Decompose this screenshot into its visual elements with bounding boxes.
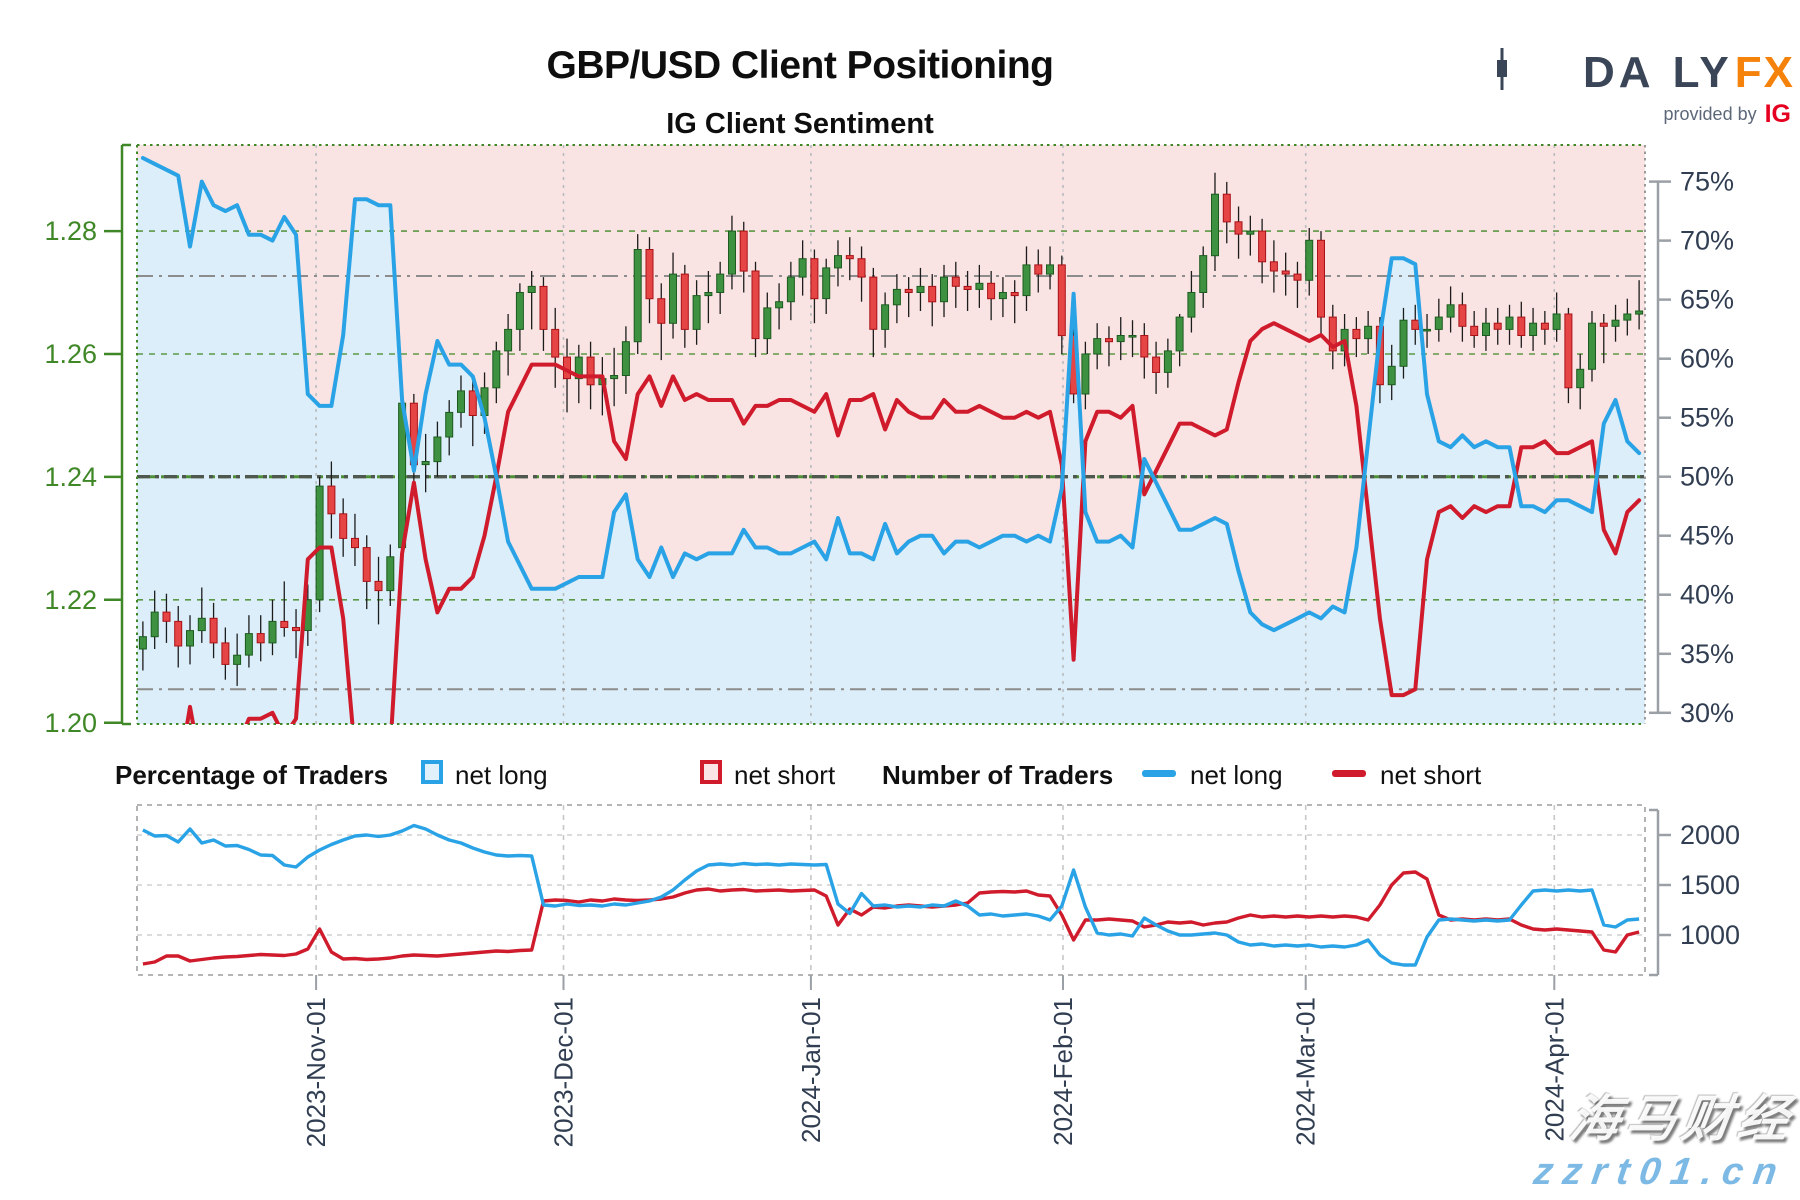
price-tick-label: 1.28	[44, 216, 97, 246]
price-axis: 1.28 1.26 1.24 1.22 1.20	[44, 143, 131, 738]
net-short-line-icon	[1332, 770, 1366, 777]
pct-tick-label: 65%	[1680, 285, 1734, 315]
pct-tick-label: 60%	[1680, 344, 1734, 374]
watermark: 海马财经 zzrt01.cn	[1531, 1079, 1800, 1194]
traders-tick-label: 1000	[1680, 920, 1740, 950]
legend-num-title: Number of Traders	[882, 760, 1114, 790]
date-tick-label: 2024-Mar-01	[1291, 997, 1321, 1146]
legend-num-net-short: net short	[1380, 760, 1482, 790]
price-tick-label: 1.24	[44, 462, 97, 492]
date-tick-label: 2024-Apr-01	[1539, 997, 1569, 1142]
chart-title: IG Client Sentiment	[666, 108, 934, 140]
date-tick-label: 2024-Jan-01	[796, 997, 826, 1143]
pct-tick-label: 70%	[1680, 226, 1734, 256]
date-tick-label: 2023-Dec-01	[549, 997, 579, 1147]
pct-tick-label: 45%	[1680, 521, 1734, 551]
net-long-line-icon	[1142, 770, 1176, 777]
price-tick-label: 1.22	[44, 585, 97, 615]
short-count-line	[142, 870, 1640, 966]
price-tick-label: 1.20	[44, 708, 97, 738]
watermark-line1: 海马财经	[1566, 1091, 1799, 1147]
pct-tick-label: 35%	[1680, 639, 1734, 669]
net-short-pct-line	[185, 321, 1642, 724]
long-count-line	[142, 823, 1640, 967]
legend-pct-net-long: net long	[455, 760, 548, 790]
date-axis: 2023-Nov-01 2023-Dec-01 2024-Jan-01 2024-Fe…	[301, 975, 1569, 1147]
pct-tick-label: 75%	[1680, 167, 1734, 197]
main-chart	[136, 144, 1646, 975]
logo-text-ly: LY	[1672, 48, 1733, 97]
traders-tick-label: 1500	[1680, 870, 1740, 900]
watermark-line2: zzrt01.cn	[1531, 1151, 1790, 1193]
legend-num-net-long: net long	[1190, 760, 1283, 790]
traders-plot-border	[136, 804, 1646, 976]
traders-chart	[136, 804, 1646, 976]
net-long-pct-line	[140, 156, 1642, 633]
net-long-majority-fill	[137, 158, 1645, 724]
date-tick-label: 2024-Feb-01	[1048, 997, 1078, 1146]
price-tick-label: 1.26	[44, 339, 97, 369]
page-title: GBP/USD Client Positioning	[546, 44, 1054, 87]
logo-tagline: provided by	[1663, 104, 1757, 124]
ig-logo: IG	[1764, 100, 1791, 128]
traders-axis: 2000 1500 1000	[1649, 808, 1740, 977]
pct-tick-label: 30%	[1680, 698, 1734, 728]
pct-axis: 75% 70% 65% 60% 55% 50% 45% 40% 35% 30%	[1649, 167, 1734, 728]
logo-text-fx: FX	[1734, 48, 1795, 97]
pct-tick-label: 50%	[1680, 462, 1734, 492]
date-tick-label: 2023-Nov-01	[301, 997, 331, 1147]
dailyfx-logo: DA LY FX provided by IG	[1495, 48, 1795, 129]
legend-row: Percentage of Traders net long net short…	[0, 756, 1800, 800]
pct-tick-label: 40%	[1680, 580, 1734, 610]
net-short-swatch-icon	[700, 760, 722, 784]
traders-tick-label: 2000	[1680, 820, 1740, 850]
legend-pct-title: Percentage of Traders	[115, 760, 389, 790]
logo-text-da: DA	[1583, 48, 1655, 97]
candlestick-i-icon	[1497, 48, 1671, 94]
candles-layer	[138, 172, 1644, 686]
legend-pct-net-short: net short	[734, 760, 836, 790]
net-long-swatch-icon	[421, 760, 443, 784]
pct-tick-label: 55%	[1680, 403, 1734, 433]
